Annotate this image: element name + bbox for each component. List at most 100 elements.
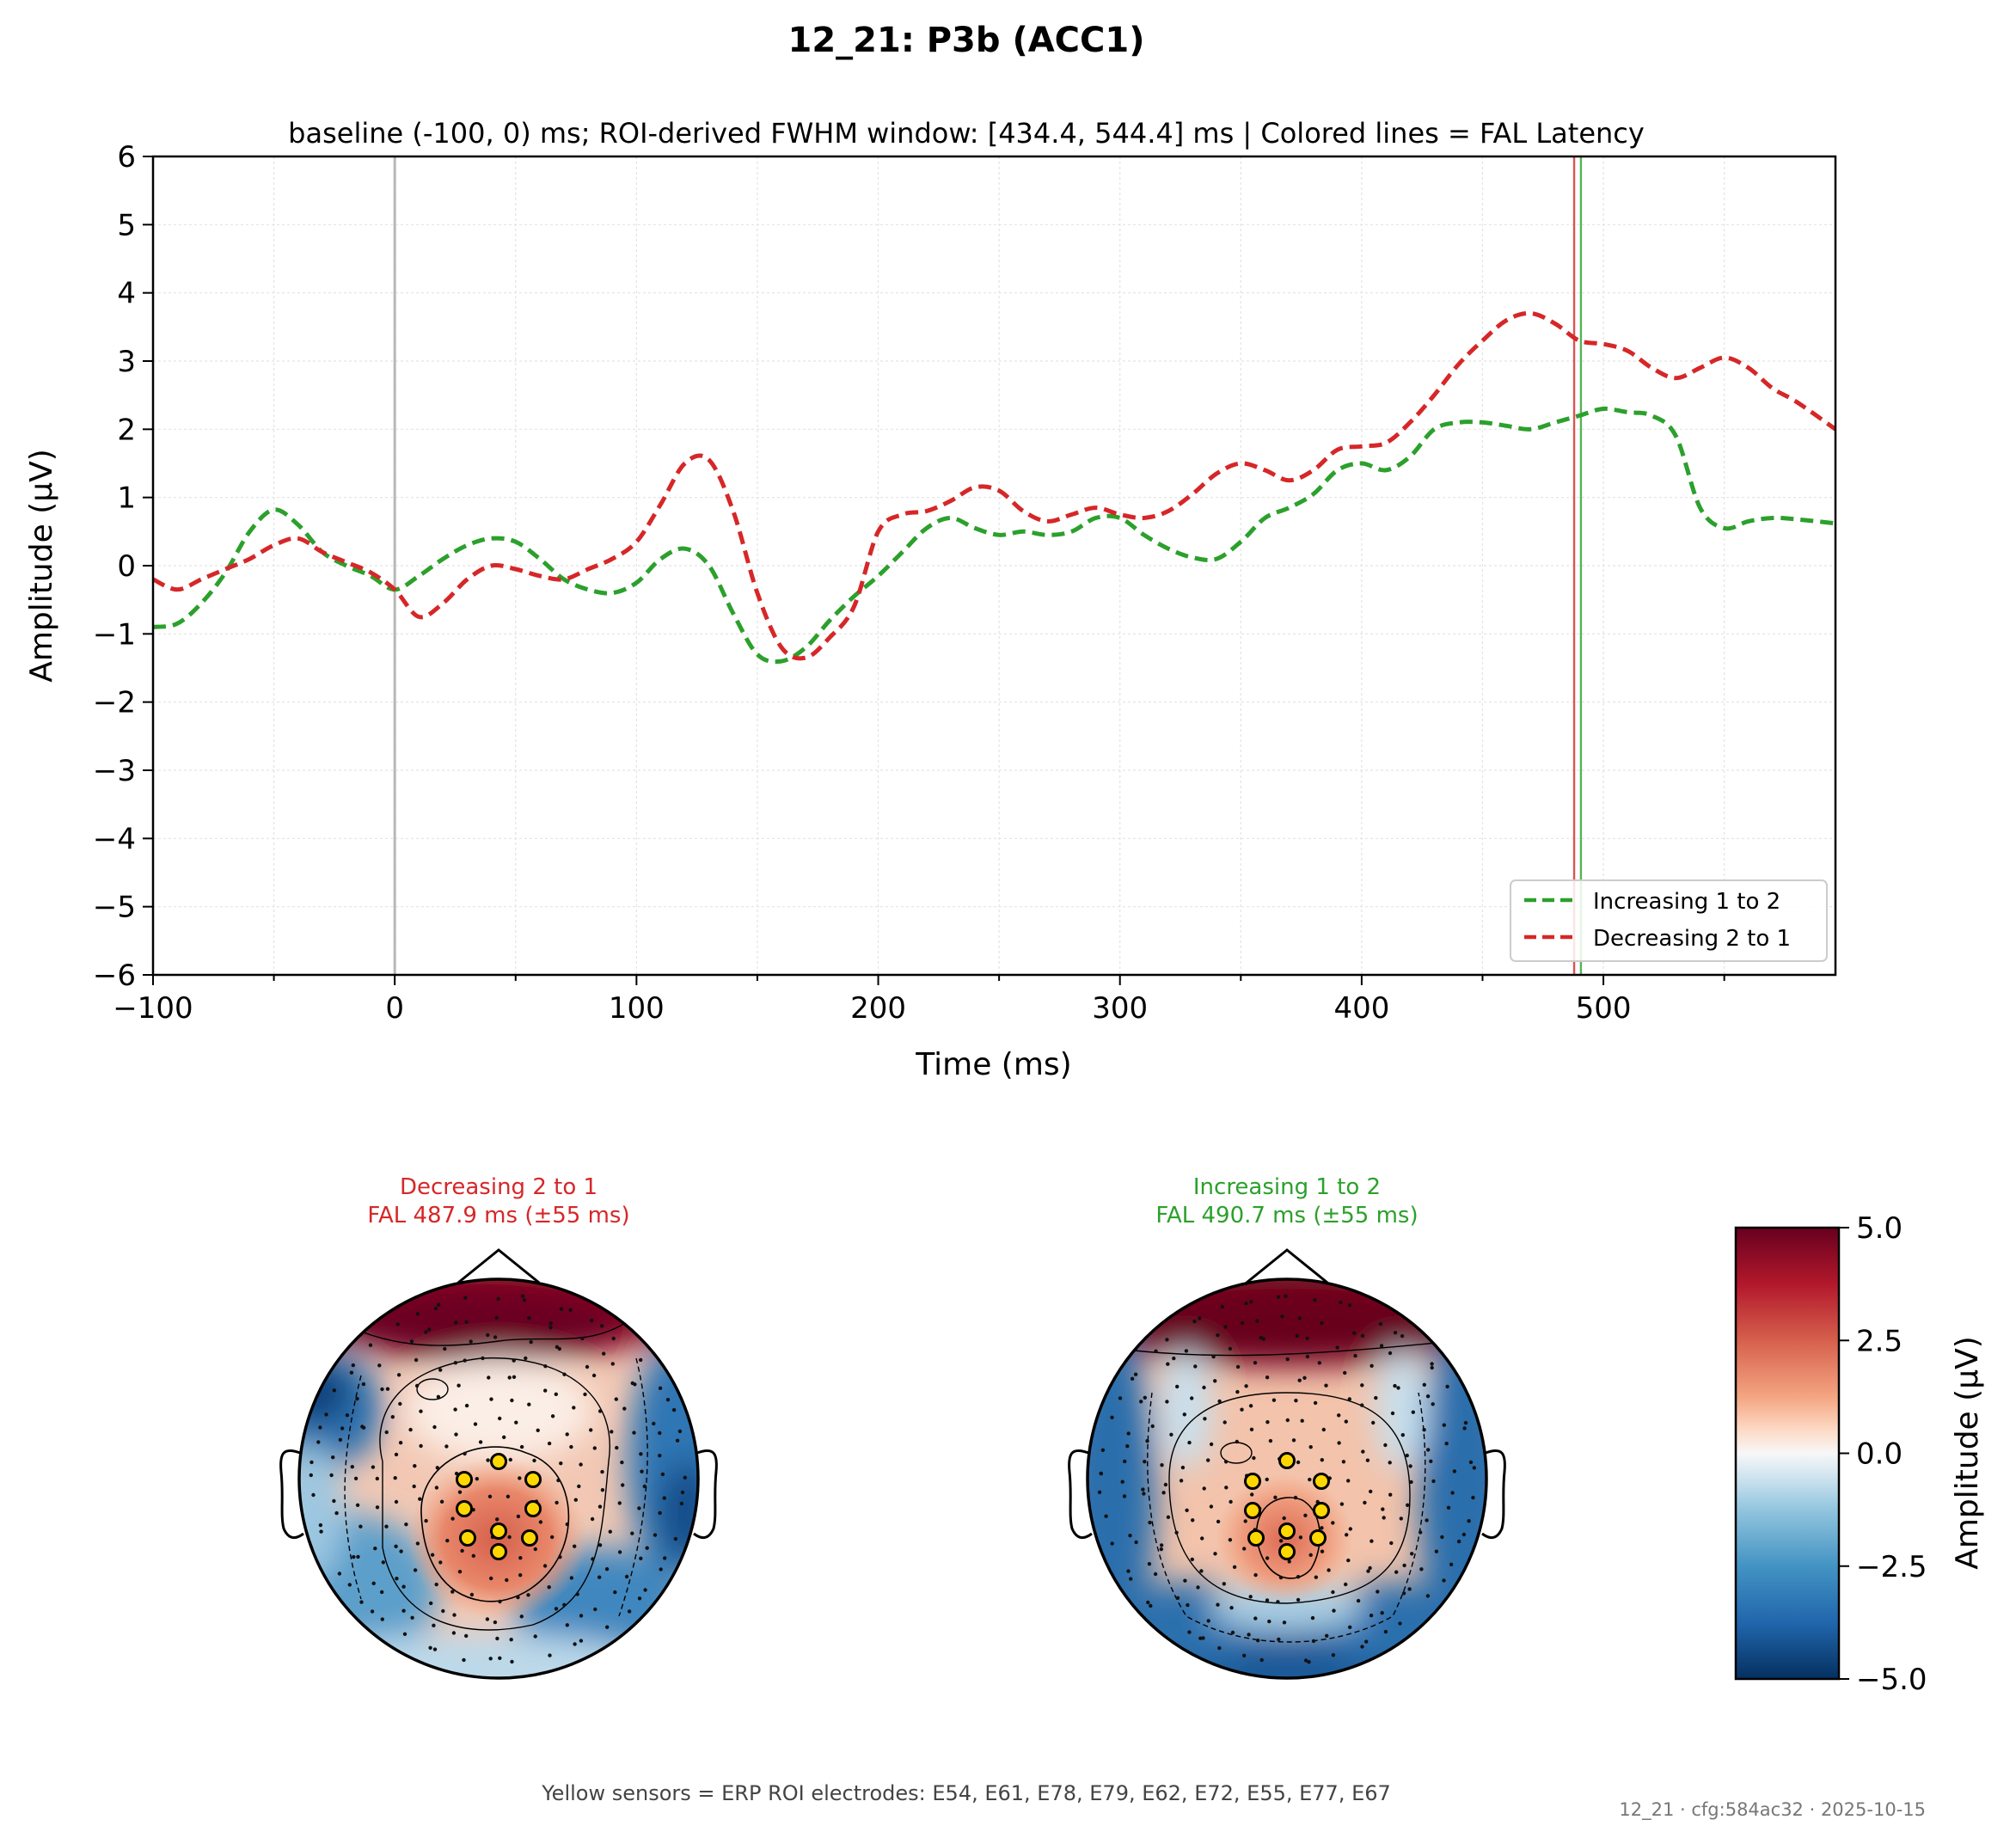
sensor-dot (371, 1581, 376, 1586)
sensor-dot (1321, 1427, 1327, 1432)
sensor-dot (1244, 1384, 1248, 1388)
sensor-dot (1429, 1459, 1433, 1464)
sensor-dot (350, 1465, 354, 1469)
sensor-dot (677, 1429, 683, 1434)
sensor-dot (665, 1398, 671, 1402)
sensor-dot (1243, 1519, 1247, 1523)
contour-decreasing-outer (379, 1357, 611, 1631)
sensor-dot (1456, 1539, 1461, 1544)
sensor-dot (1235, 1364, 1241, 1369)
sensor-dot (319, 1529, 323, 1534)
sensor-dot (1216, 1602, 1220, 1607)
sensor-dot (1128, 1534, 1132, 1538)
sensor-dot (1248, 1404, 1253, 1408)
series-line-decreasing (153, 310, 1835, 661)
sensor-dot (454, 1432, 458, 1437)
topomap-decreasing-sensors (309, 1294, 687, 1664)
sensor-dot (1295, 1333, 1300, 1339)
sensor-dot (615, 1445, 619, 1450)
head-outline (297, 1277, 700, 1680)
sensor-dot (1180, 1465, 1186, 1470)
sensor-dot (673, 1536, 678, 1541)
roi-sensor-marker (1278, 1522, 1296, 1540)
sensor-dot (489, 1397, 493, 1401)
roi-sensor-marker (1244, 1473, 1261, 1490)
sensor-dot (1317, 1361, 1322, 1365)
y-tick-label: 3 (117, 345, 136, 379)
sensor-dot (573, 1544, 577, 1548)
sensor-dot (324, 1412, 328, 1417)
x-tick-label: 500 (1576, 991, 1632, 1026)
sensor-dot (428, 1645, 432, 1651)
sensor-dot (1393, 1383, 1397, 1388)
sensor-dot (463, 1358, 467, 1363)
sensor-dot (562, 1372, 567, 1376)
sensor-dot (318, 1522, 323, 1528)
sensor-dot (380, 1617, 384, 1621)
sensor-dot (1235, 1439, 1240, 1444)
sensor-dot (518, 1573, 523, 1578)
sensor-dot (1147, 1562, 1152, 1566)
sensor-dot (469, 1592, 475, 1597)
sensor-dot (334, 1510, 339, 1516)
sensor-dot (311, 1492, 316, 1498)
head-ear-right (693, 1449, 718, 1539)
sensor-dot (524, 1356, 528, 1361)
sensor-dot (1143, 1460, 1147, 1464)
sensor-dot (1244, 1301, 1248, 1306)
sensor-dot (671, 1407, 677, 1412)
colorbar-tick-label: 5.0 (1856, 1211, 1903, 1246)
sensor-dot (1297, 1378, 1302, 1382)
sensor-dot (1099, 1471, 1103, 1476)
sensor-dot (441, 1608, 445, 1614)
sensor-dot (663, 1556, 667, 1560)
sensor-dot (356, 1554, 360, 1559)
sensor-dot (413, 1464, 417, 1468)
sensor-dot (1216, 1519, 1221, 1524)
sensor-dot (1360, 1645, 1364, 1649)
sensor-dot (1341, 1460, 1346, 1464)
sensor-dot (509, 1638, 513, 1642)
sensor-dot (488, 1657, 493, 1661)
sensor-dot (1337, 1441, 1341, 1445)
sensor-dot (1389, 1541, 1394, 1546)
sensor-dot (510, 1398, 514, 1403)
sensor-dot (1363, 1500, 1367, 1505)
sensor-dot (1370, 1539, 1374, 1543)
sensor-dot (529, 1339, 533, 1345)
sensor-dot (639, 1556, 643, 1561)
sensor-dot (658, 1386, 663, 1391)
sensor-dot (1182, 1412, 1187, 1417)
sensor-dot (340, 1426, 345, 1431)
sensor-dot (675, 1438, 680, 1443)
sensor-dot (632, 1431, 636, 1435)
sensor-dot (463, 1296, 468, 1300)
sensor-dot (585, 1364, 590, 1369)
y-tick-label: 2 (117, 413, 136, 447)
sensor-dot (1186, 1602, 1190, 1608)
sensor-dot (399, 1549, 403, 1553)
sensor-dot (1376, 1590, 1380, 1594)
sensor-dot (1280, 1314, 1284, 1319)
sensor-dot (1165, 1338, 1169, 1342)
sensor-dot (1419, 1530, 1423, 1535)
sensor-dot (1401, 1591, 1406, 1596)
roi-sensor-marker (1278, 1543, 1296, 1560)
sensor-dot (1201, 1636, 1205, 1640)
sensor-dot (1444, 1442, 1449, 1446)
sensor-dot (401, 1608, 406, 1613)
sensor-dot (358, 1524, 363, 1529)
footer-stamp: 12_21 · cfg:584ac32 · 2025-10-15 (1619, 1799, 1926, 1821)
sensor-dot (1302, 1375, 1307, 1381)
legend-box (1510, 879, 1828, 962)
sensor-dot (1383, 1443, 1388, 1448)
sensor-dot (1434, 1549, 1439, 1553)
sensor-dot (436, 1394, 441, 1400)
sensor-dot (538, 1520, 543, 1524)
sensor-dot (1209, 1504, 1214, 1509)
sensor-dot (617, 1501, 622, 1505)
sensor-dot (360, 1424, 365, 1429)
sensor-dot (1202, 1385, 1206, 1390)
sensor-dot (396, 1373, 401, 1377)
